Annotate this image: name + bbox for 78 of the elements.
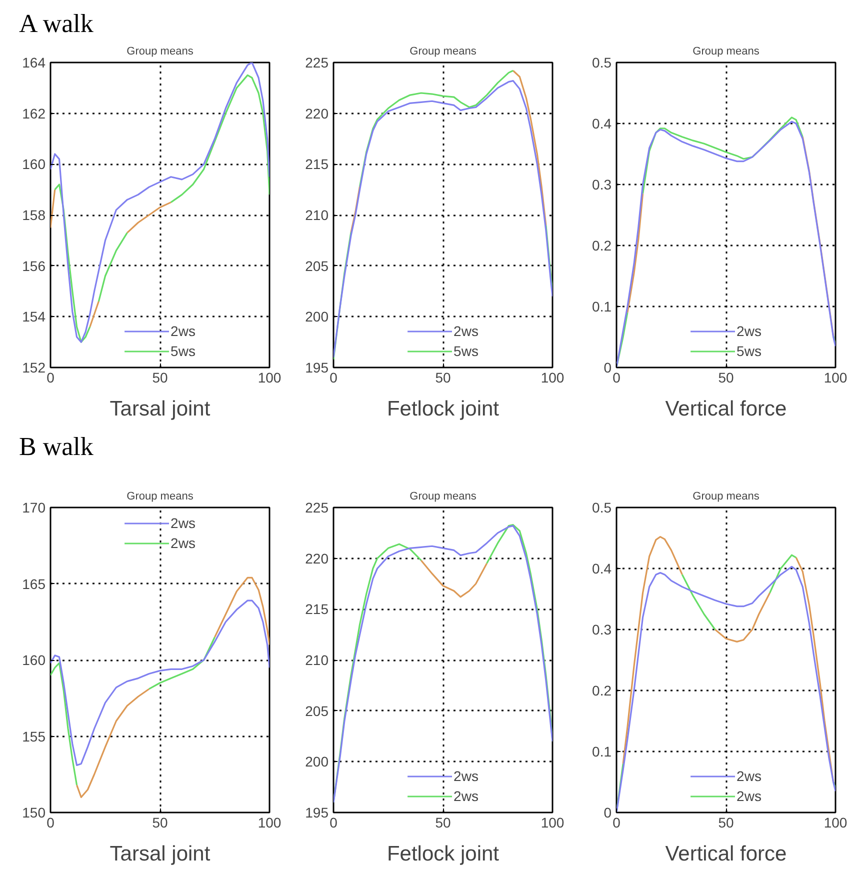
y-tick-label: 0.4: [592, 116, 612, 132]
legend-label: 2ws: [454, 768, 478, 784]
chart-title: Group means: [126, 46, 194, 58]
y-tick-label: 215: [305, 156, 329, 172]
x-tick-label: 50: [435, 370, 451, 386]
y-tick-label: 150: [22, 804, 46, 820]
y-tick-label: 162: [22, 105, 46, 122]
y-tick-label: 210: [305, 652, 329, 668]
chart-title: Group means: [410, 46, 477, 58]
y-tick-label: 0: [604, 804, 612, 820]
text: B walk: [19, 431, 94, 463]
y-tick-label: 215: [305, 601, 329, 618]
text: A walk: [19, 8, 94, 40]
x-axis-title: Vertical force: [665, 398, 787, 420]
legend-label: 2ws: [736, 323, 762, 339]
y-tick-label: 0.1: [592, 298, 612, 314]
legend-label: 5ws: [170, 343, 196, 359]
y-tick-label: 200: [305, 308, 329, 325]
y-tick-label: 0.5: [592, 54, 612, 70]
y-tick-label: 0.5: [592, 500, 612, 516]
y-tick-label: 158: [22, 207, 46, 223]
line-series: [420, 560, 488, 598]
x-tick-label: 50: [152, 814, 168, 830]
y-tick-label: 160: [22, 156, 46, 172]
y-tick-label: 155: [22, 728, 46, 744]
x-tick-label: 50: [435, 814, 451, 830]
chart-title: Group means: [692, 46, 760, 58]
y-tick-label: 225: [305, 54, 329, 70]
y-tick-label: 205: [305, 258, 329, 274]
legend-label: 5ws: [736, 343, 762, 359]
y-tick-label: 225: [305, 500, 329, 516]
y-tick-label: 156: [22, 258, 46, 274]
x-tick-label: 100: [824, 814, 848, 830]
x-axis-title: Vertical force: [665, 842, 787, 866]
y-tick-label: 0.3: [592, 176, 612, 192]
legend-label: 2ws: [170, 535, 196, 551]
y-tick-label: 0.2: [592, 682, 612, 698]
x-axis-title: Tarsal joint: [110, 842, 210, 866]
x-tick-label: 50: [718, 370, 734, 386]
legend-label: 2ws: [170, 515, 196, 531]
y-tick-label: 170: [22, 500, 46, 516]
y-tick-label: 154: [22, 308, 46, 325]
legend-label: 2ws: [454, 788, 478, 804]
x-tick-label: 100: [540, 814, 564, 830]
x-tick-label: 100: [540, 370, 564, 386]
y-tick-label: 160: [22, 652, 46, 668]
legend-label: 5ws: [454, 343, 478, 359]
y-tick-label: 210: [305, 207, 329, 223]
x-axis-title: Tarsal joint: [110, 398, 210, 420]
legend-label: 2ws: [736, 788, 762, 804]
y-tick-label: 0.2: [592, 238, 612, 254]
x-tick-label: 100: [258, 370, 282, 386]
y-tick-label: 220: [305, 550, 329, 566]
x-axis-title: Fetlock joint: [386, 398, 500, 420]
y-tick-label: 165: [22, 576, 46, 592]
y-tick-label: 220: [305, 105, 329, 122]
y-tick-label: 195: [305, 360, 329, 376]
y-tick-label: 195: [305, 804, 329, 820]
y-tick-label: 0.4: [592, 560, 612, 576]
y-tick-label: 0.1: [592, 744, 612, 760]
x-tick-label: 50: [152, 370, 168, 386]
x-axis-title: Fetlock joint: [386, 842, 500, 866]
x-tick-label: 100: [258, 814, 282, 830]
chart-title: Group means: [410, 490, 477, 502]
legend-label: 2ws: [454, 323, 478, 339]
line-series: [50, 600, 270, 766]
x-tick-label: 100: [824, 370, 848, 386]
x-tick-label: 50: [718, 814, 734, 830]
chart-title: Group means: [126, 490, 194, 502]
y-tick-label: 200: [305, 754, 329, 770]
chart-title: Group means: [692, 490, 760, 502]
y-tick-label: 152: [22, 360, 46, 376]
y-tick-label: 0: [604, 360, 612, 376]
legend-label: 2ws: [170, 323, 196, 339]
y-tick-label: 205: [305, 702, 329, 719]
y-tick-label: 0.3: [592, 622, 612, 638]
legend-label: 2ws: [736, 768, 762, 784]
y-tick-label: 164: [22, 54, 46, 70]
